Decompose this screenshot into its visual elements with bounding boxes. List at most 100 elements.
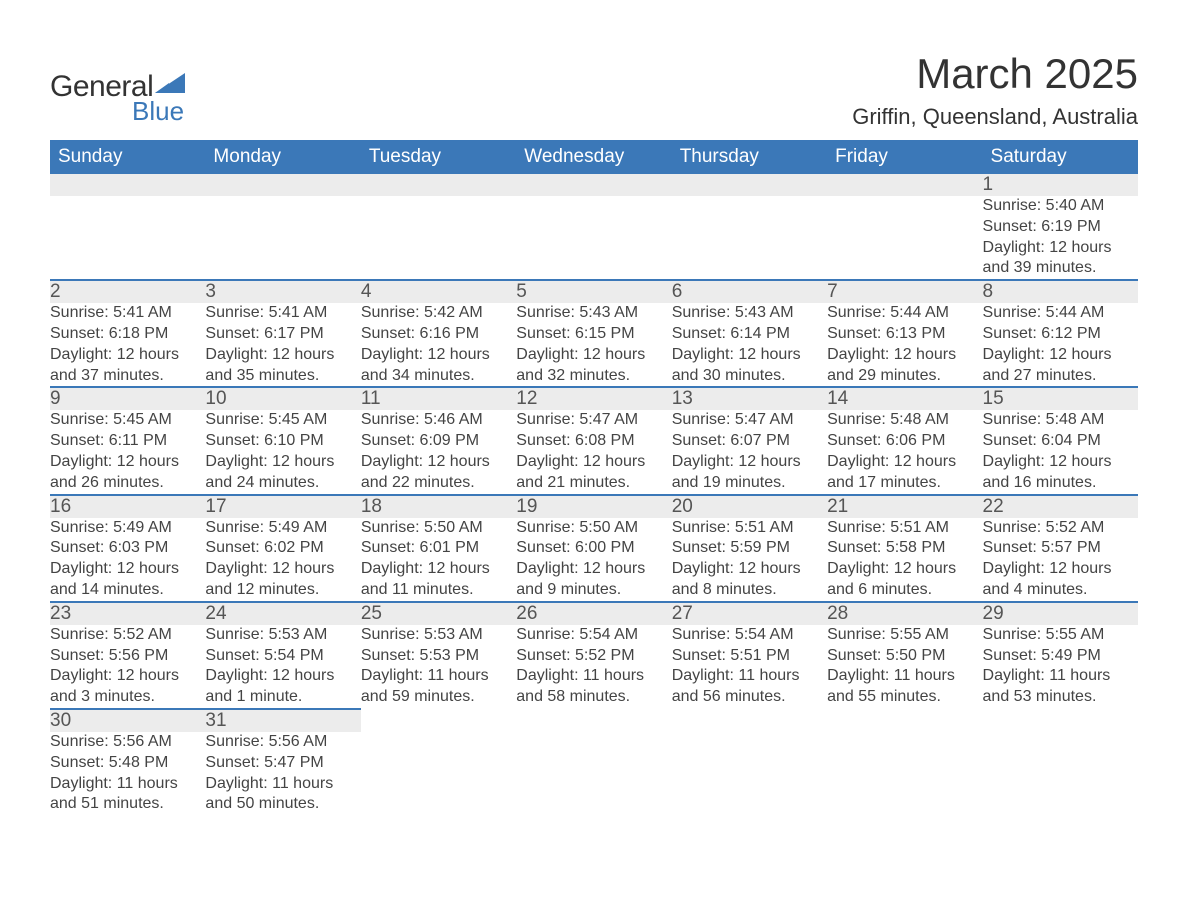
day-detail-cell: Sunrise: 5:56 AMSunset: 5:48 PMDaylight:…	[50, 732, 205, 815]
daynum-row: 2345678	[50, 280, 1138, 303]
day-sunrise: Sunrise: 5:56 AM	[205, 732, 360, 753]
day-daylight1: Daylight: 12 hours	[983, 238, 1138, 259]
calendar-table: Sunday Monday Tuesday Wednesday Thursday…	[50, 140, 1138, 815]
day-sunset: Sunset: 6:17 PM	[205, 324, 360, 345]
day-daylight1: Daylight: 12 hours	[672, 452, 827, 473]
day-detail-cell: Sunrise: 5:48 AMSunset: 6:06 PMDaylight:…	[827, 410, 982, 494]
day-detail-cell: Sunrise: 5:52 AMSunset: 5:56 PMDaylight:…	[50, 625, 205, 709]
detail-row: Sunrise: 5:41 AMSunset: 6:18 PMDaylight:…	[50, 303, 1138, 387]
day-number-cell: 18	[361, 495, 516, 518]
day-daylight2: and 35 minutes.	[205, 366, 360, 387]
page-title: March 2025	[852, 50, 1138, 98]
day-number-cell: 25	[361, 602, 516, 625]
day-number-cell: 13	[672, 387, 827, 410]
day-detail-cell: Sunrise: 5:42 AMSunset: 6:16 PMDaylight:…	[361, 303, 516, 387]
day-number-cell	[672, 174, 827, 196]
day-daylight1: Daylight: 12 hours	[205, 559, 360, 580]
day-number-cell: 27	[672, 602, 827, 625]
day-number-cell: 21	[827, 495, 982, 518]
day-daylight2: and 50 minutes.	[205, 794, 360, 815]
col-saturday: Saturday	[983, 140, 1138, 174]
day-sunrise: Sunrise: 5:44 AM	[983, 303, 1138, 324]
day-detail-cell	[516, 196, 671, 280]
day-detail-cell	[361, 732, 516, 815]
day-sunrise: Sunrise: 5:40 AM	[983, 196, 1138, 217]
col-thursday: Thursday	[672, 140, 827, 174]
day-detail-cell: Sunrise: 5:47 AMSunset: 6:08 PMDaylight:…	[516, 410, 671, 494]
day-detail-cell	[50, 196, 205, 280]
day-daylight1: Daylight: 12 hours	[205, 452, 360, 473]
day-daylight1: Daylight: 12 hours	[205, 666, 360, 687]
day-detail-cell: Sunrise: 5:40 AMSunset: 6:19 PMDaylight:…	[983, 196, 1138, 280]
day-daylight1: Daylight: 11 hours	[361, 666, 516, 687]
day-number-cell: 31	[205, 709, 360, 732]
day-daylight2: and 30 minutes.	[672, 366, 827, 387]
day-sunrise: Sunrise: 5:42 AM	[361, 303, 516, 324]
day-number-cell	[205, 174, 360, 196]
day-sunset: Sunset: 6:11 PM	[50, 431, 205, 452]
day-sunrise: Sunrise: 5:51 AM	[672, 518, 827, 539]
day-sunset: Sunset: 5:51 PM	[672, 646, 827, 667]
day-number-cell: 6	[672, 280, 827, 303]
day-daylight2: and 11 minutes.	[361, 580, 516, 601]
day-sunset: Sunset: 6:19 PM	[983, 217, 1138, 238]
day-number-cell: 19	[516, 495, 671, 518]
day-sunrise: Sunrise: 5:53 AM	[205, 625, 360, 646]
day-sunset: Sunset: 6:10 PM	[205, 431, 360, 452]
logo-triangle-icon	[155, 73, 185, 98]
day-sunrise: Sunrise: 5:54 AM	[672, 625, 827, 646]
day-sunset: Sunset: 6:15 PM	[516, 324, 671, 345]
day-detail-cell: Sunrise: 5:53 AMSunset: 5:54 PMDaylight:…	[205, 625, 360, 709]
day-daylight1: Daylight: 12 hours	[672, 559, 827, 580]
day-detail-cell	[672, 196, 827, 280]
day-detail-cell: Sunrise: 5:51 AMSunset: 5:58 PMDaylight:…	[827, 518, 982, 602]
day-sunrise: Sunrise: 5:50 AM	[361, 518, 516, 539]
day-sunset: Sunset: 6:01 PM	[361, 538, 516, 559]
day-daylight2: and 3 minutes.	[50, 687, 205, 708]
day-number-cell	[361, 174, 516, 196]
day-daylight1: Daylight: 12 hours	[361, 559, 516, 580]
day-number-cell	[50, 174, 205, 196]
day-detail-cell: Sunrise: 5:53 AMSunset: 5:53 PMDaylight:…	[361, 625, 516, 709]
day-detail-cell: Sunrise: 5:41 AMSunset: 6:18 PMDaylight:…	[50, 303, 205, 387]
day-daylight2: and 59 minutes.	[361, 687, 516, 708]
day-number-cell: 26	[516, 602, 671, 625]
day-sunrise: Sunrise: 5:48 AM	[983, 410, 1138, 431]
day-sunrise: Sunrise: 5:41 AM	[205, 303, 360, 324]
day-number-cell: 24	[205, 602, 360, 625]
day-daylight1: Daylight: 12 hours	[50, 559, 205, 580]
day-detail-cell	[672, 732, 827, 815]
day-number-cell	[983, 709, 1138, 732]
day-daylight1: Daylight: 11 hours	[827, 666, 982, 687]
title-block: March 2025 Griffin, Queensland, Australi…	[852, 50, 1138, 130]
day-daylight2: and 27 minutes.	[983, 366, 1138, 387]
day-number-cell: 28	[827, 602, 982, 625]
day-number-cell: 7	[827, 280, 982, 303]
day-daylight1: Daylight: 12 hours	[50, 666, 205, 687]
day-sunrise: Sunrise: 5:53 AM	[361, 625, 516, 646]
day-sunset: Sunset: 6:12 PM	[983, 324, 1138, 345]
day-sunset: Sunset: 6:18 PM	[50, 324, 205, 345]
day-daylight2: and 16 minutes.	[983, 473, 1138, 494]
day-daylight2: and 17 minutes.	[827, 473, 982, 494]
day-daylight1: Daylight: 12 hours	[827, 452, 982, 473]
day-daylight1: Daylight: 11 hours	[672, 666, 827, 687]
day-detail-cell: Sunrise: 5:41 AMSunset: 6:17 PMDaylight:…	[205, 303, 360, 387]
day-number-cell: 17	[205, 495, 360, 518]
day-daylight1: Daylight: 11 hours	[516, 666, 671, 687]
col-wednesday: Wednesday	[516, 140, 671, 174]
day-detail-cell: Sunrise: 5:45 AMSunset: 6:10 PMDaylight:…	[205, 410, 360, 494]
day-daylight2: and 22 minutes.	[361, 473, 516, 494]
day-daylight1: Daylight: 12 hours	[50, 452, 205, 473]
day-detail-cell: Sunrise: 5:50 AMSunset: 6:01 PMDaylight:…	[361, 518, 516, 602]
daynum-row: 9101112131415	[50, 387, 1138, 410]
day-number-cell: 2	[50, 280, 205, 303]
day-sunset: Sunset: 6:04 PM	[983, 431, 1138, 452]
day-sunrise: Sunrise: 5:49 AM	[50, 518, 205, 539]
day-sunset: Sunset: 5:56 PM	[50, 646, 205, 667]
day-sunset: Sunset: 6:00 PM	[516, 538, 671, 559]
day-detail-cell	[827, 732, 982, 815]
calendar-body: 1 Sunrise: 5:40 AMSunset: 6:19 PMDayligh…	[50, 174, 1138, 815]
day-sunrise: Sunrise: 5:52 AM	[50, 625, 205, 646]
day-sunrise: Sunrise: 5:56 AM	[50, 732, 205, 753]
